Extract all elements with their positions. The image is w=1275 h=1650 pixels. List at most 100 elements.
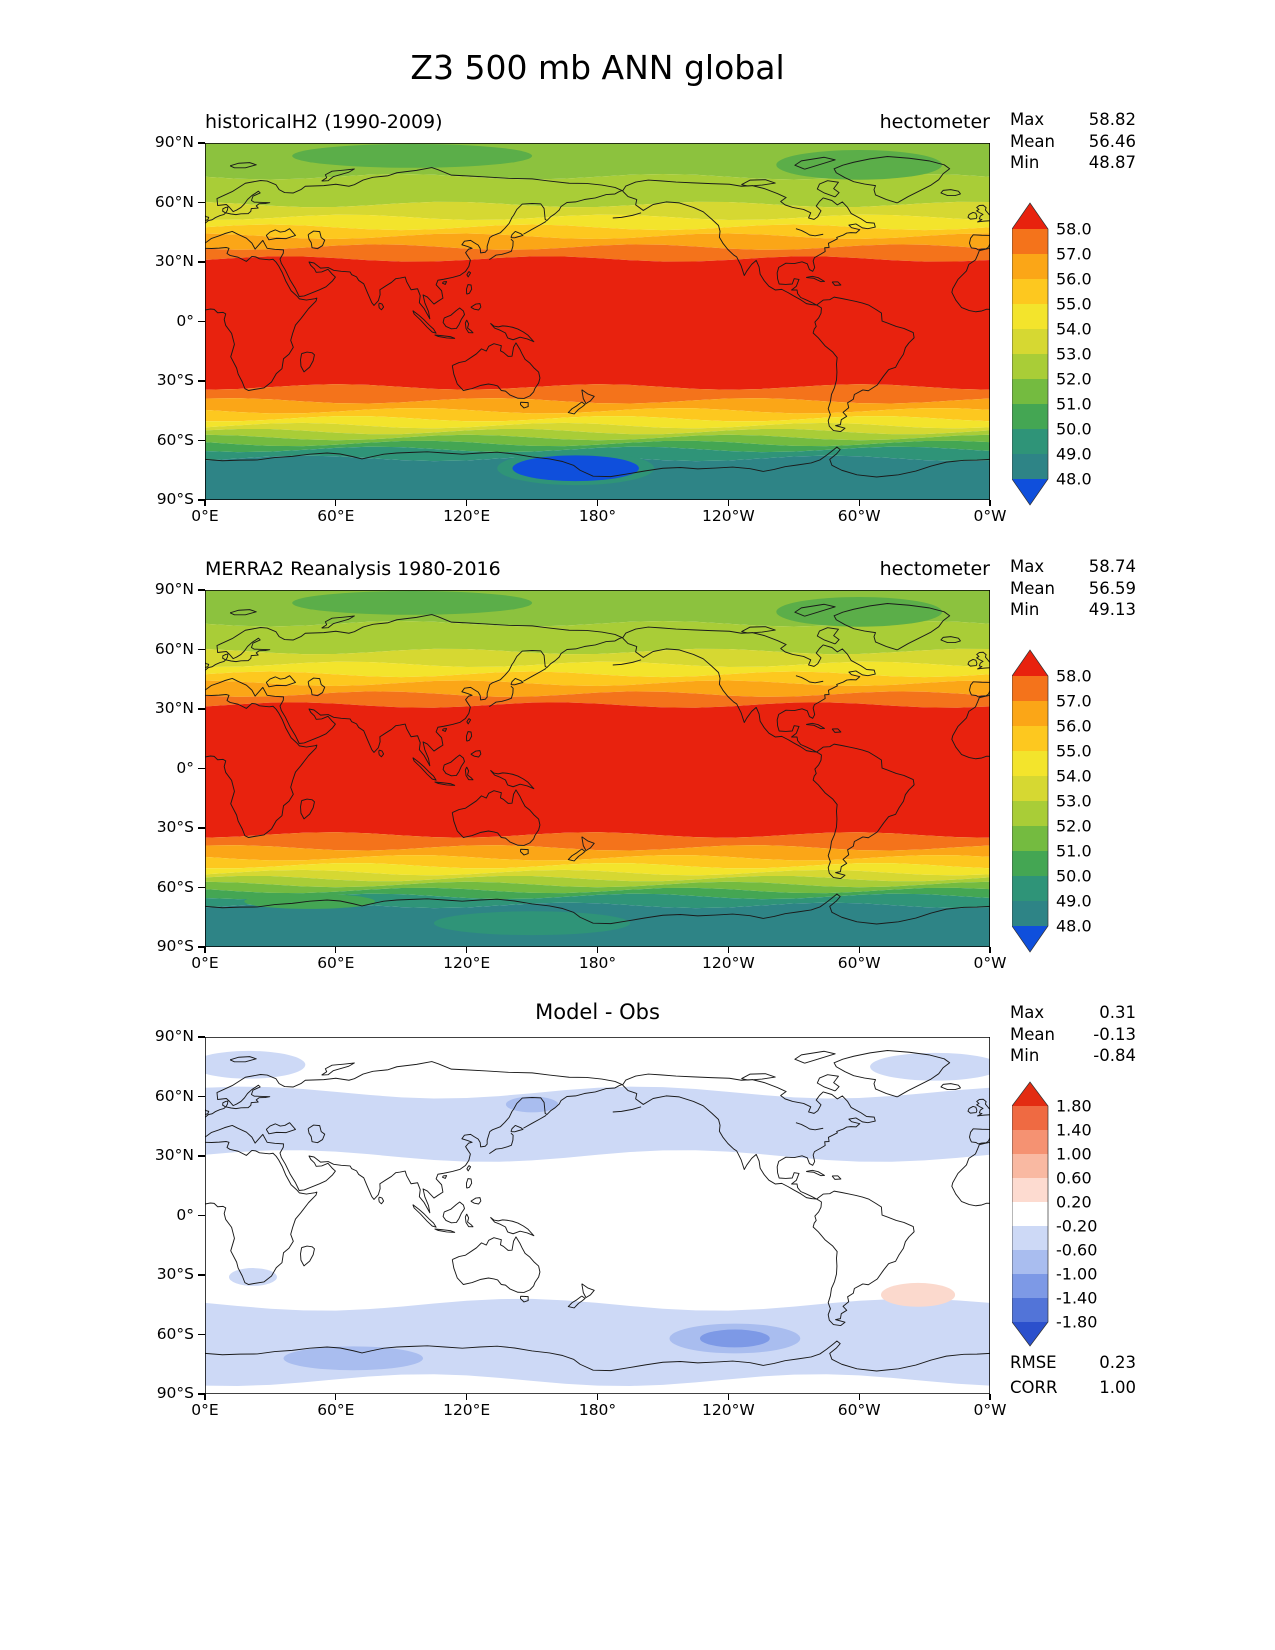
x-tick-mark bbox=[858, 947, 860, 953]
y-tick-mark bbox=[198, 1274, 205, 1276]
contour-band bbox=[205, 620, 990, 655]
xtick-label: 120°E bbox=[443, 954, 491, 972]
colorbar-arrow-top bbox=[1012, 1082, 1048, 1106]
panel-diff-extra-stats: RMSE 0.23 CORR 1.00 bbox=[1010, 1350, 1136, 1400]
x-tick-mark bbox=[335, 500, 337, 506]
contour-band bbox=[205, 702, 990, 838]
contour-band bbox=[205, 173, 990, 208]
ytick-label: 30°N bbox=[154, 252, 194, 270]
panel-diff-stats: Max 0.31 Mean -0.13 Min -0.84 bbox=[1010, 1002, 1136, 1067]
y-tick-mark bbox=[198, 1155, 205, 1157]
y-tick-mark bbox=[198, 201, 205, 204]
contour-band bbox=[205, 691, 990, 708]
ytick-label: 0° bbox=[176, 311, 194, 330]
colorbar-band bbox=[1012, 454, 1048, 480]
colorbar-band bbox=[1012, 429, 1048, 455]
contour-map-model bbox=[205, 143, 990, 500]
colorbar-band bbox=[1012, 1154, 1048, 1179]
panel-model-header: historicalH2 (1990-2009) hectometer bbox=[205, 111, 990, 133]
stat-row: Min 49.13 bbox=[1010, 599, 1136, 621]
xtick-label: 60°E bbox=[317, 954, 355, 972]
contour-map-diff bbox=[205, 1037, 990, 1394]
ytick-label: 90°N bbox=[154, 580, 194, 598]
stat-row: Min 48.87 bbox=[1010, 152, 1136, 174]
x-tick-mark bbox=[727, 947, 729, 953]
contour-band bbox=[205, 398, 990, 414]
ytick-label: 30°N bbox=[154, 1146, 194, 1164]
contour-band bbox=[205, 832, 990, 851]
contour-band bbox=[205, 881, 990, 894]
contour-band bbox=[205, 201, 990, 221]
panel-obs-header: MERRA2 Reanalysis 1980-2016 hectometer bbox=[205, 558, 990, 580]
contour-band bbox=[205, 434, 990, 447]
stat-value: 48.87 bbox=[1088, 153, 1136, 172]
colorbar-band bbox=[1012, 1274, 1048, 1299]
y-tick-mark bbox=[198, 380, 205, 382]
xtick-label: 120°E bbox=[443, 507, 491, 525]
stat-label: Mean bbox=[1010, 578, 1055, 598]
colorbar-label: 58.0 bbox=[1056, 220, 1092, 239]
colorbar-label: 54.0 bbox=[1056, 767, 1092, 786]
colorbar-label: 1.40 bbox=[1056, 1121, 1092, 1140]
colorbar-band bbox=[1012, 279, 1048, 305]
colorbar-label: 58.0 bbox=[1056, 667, 1092, 686]
y-tick-mark bbox=[198, 439, 205, 442]
stat-label: Max bbox=[1010, 110, 1045, 129]
ytick-label: 60°N bbox=[154, 192, 194, 211]
colorbar-label: 53.0 bbox=[1056, 792, 1092, 811]
contour-band bbox=[205, 863, 990, 876]
stat-value: 58.82 bbox=[1088, 110, 1136, 129]
xtick-label: 60°W bbox=[837, 954, 881, 972]
x-tick-mark bbox=[204, 1394, 206, 1400]
ytick-label: 60°S bbox=[156, 877, 194, 896]
contour-patch bbox=[512, 455, 639, 482]
stat-label: Min bbox=[1010, 600, 1040, 619]
x-tick-mark bbox=[466, 500, 468, 506]
stat-value: 1.00 bbox=[1099, 1378, 1136, 1397]
ytick-label: 30°S bbox=[156, 1265, 194, 1283]
x-tick-mark bbox=[596, 1394, 599, 1400]
stat-label: Mean bbox=[1010, 1024, 1055, 1044]
ytick-label: 90°S bbox=[156, 490, 194, 508]
colorbar-label: 54.0 bbox=[1056, 320, 1092, 339]
map-frame bbox=[205, 1037, 990, 1394]
colorbar-label: 57.0 bbox=[1056, 245, 1092, 264]
ytick-label: 30°N bbox=[154, 699, 194, 717]
ytick-label: 60°S bbox=[156, 1324, 194, 1343]
xtick-label: 0°W bbox=[973, 507, 1007, 525]
panel-diff-subtitle: Model - Obs bbox=[535, 1000, 660, 1024]
x-tick-mark bbox=[596, 947, 599, 953]
contour-band bbox=[205, 256, 990, 390]
contour-map-obs bbox=[205, 590, 990, 947]
coastlines bbox=[205, 1050, 990, 1371]
contour-patch bbox=[880, 1282, 956, 1307]
colorbar-band bbox=[1012, 876, 1048, 902]
xtick-label: 60°E bbox=[317, 1401, 355, 1419]
x-tick-mark bbox=[204, 947, 206, 953]
ytick-label: 30°S bbox=[156, 818, 194, 836]
contour-patch bbox=[776, 596, 943, 627]
coastlines bbox=[205, 603, 990, 924]
y-tick-mark bbox=[198, 1333, 205, 1336]
xtick-label: 0°W bbox=[973, 1401, 1007, 1419]
contour-patch bbox=[505, 1096, 559, 1113]
colorbar-arrow-top bbox=[1012, 650, 1048, 676]
contour-band bbox=[205, 671, 990, 686]
colorbar-arrow-top bbox=[1012, 203, 1048, 229]
colorbar-band bbox=[1012, 901, 1048, 927]
y-tick-mark bbox=[198, 1095, 205, 1098]
xtick-label: 180° bbox=[578, 954, 617, 972]
y-tick-mark bbox=[198, 767, 205, 770]
colorbar-band bbox=[1012, 254, 1048, 280]
xtick-label: 180° bbox=[578, 1401, 617, 1419]
panel-obs-stats: Max 58.74 Mean 56.59 Min 49.13 bbox=[1010, 556, 1136, 621]
contour-band bbox=[205, 680, 990, 697]
xtick-label: 120°W bbox=[701, 954, 755, 972]
x-tick-mark bbox=[858, 500, 860, 506]
colorbar-label: 55.0 bbox=[1056, 295, 1092, 314]
colorbar-label: 50.0 bbox=[1056, 867, 1092, 886]
colorbar-label: 48.0 bbox=[1056, 470, 1092, 489]
ytick-label: 90°N bbox=[154, 1027, 194, 1045]
contour-band bbox=[205, 875, 990, 888]
